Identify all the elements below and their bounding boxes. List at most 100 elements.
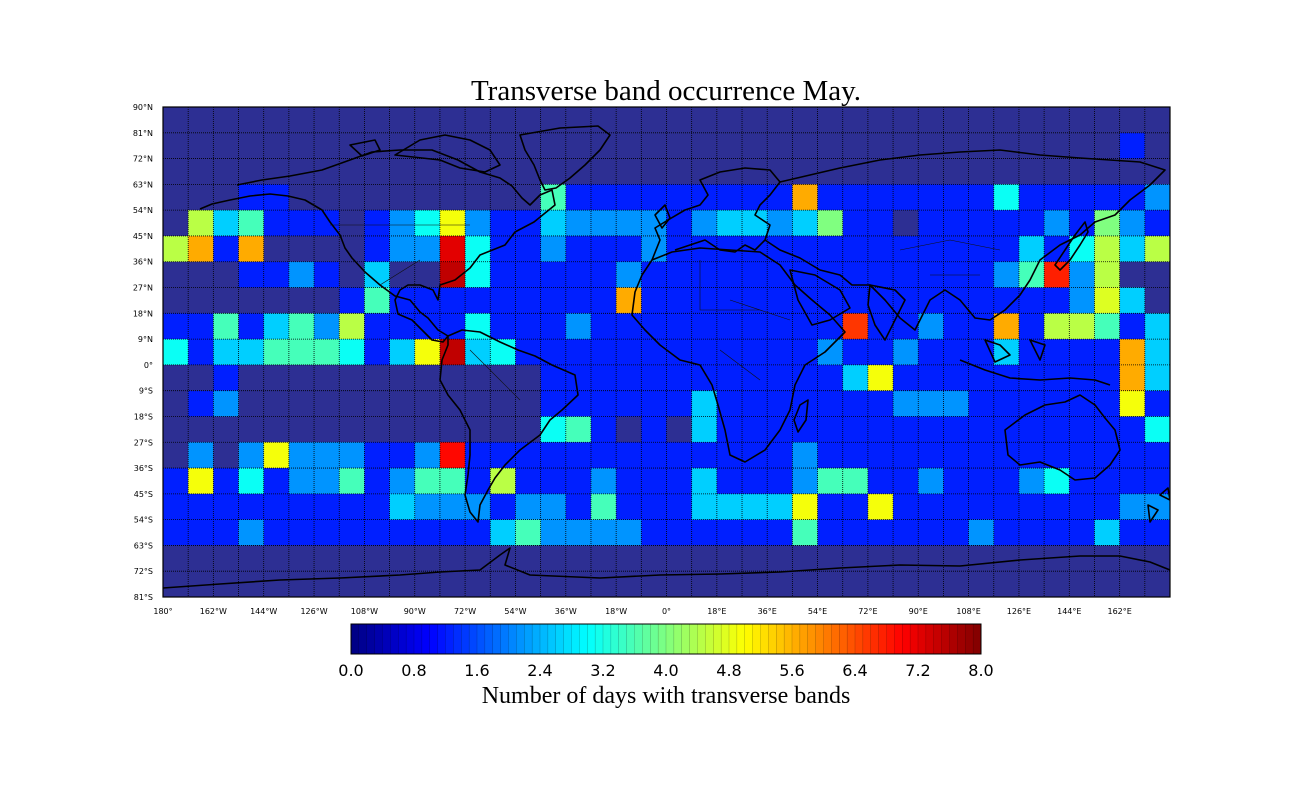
heatmap-cell xyxy=(691,442,718,469)
heatmap-cell xyxy=(691,261,718,289)
heatmap-cell xyxy=(767,132,793,160)
heatmap-cell xyxy=(767,313,793,340)
heatmap-cell xyxy=(238,287,265,314)
heatmap-cell xyxy=(1044,107,1070,134)
heatmap-cell xyxy=(465,184,491,211)
colorbar-segment xyxy=(579,623,588,655)
heatmap-cell xyxy=(1119,468,1146,495)
heatmap-cell xyxy=(716,210,743,237)
heatmap-cell xyxy=(565,313,592,340)
heatmap-cell xyxy=(288,261,315,289)
heatmap-cell xyxy=(590,313,617,340)
heatmap-cell xyxy=(364,493,391,521)
colorbar-segment xyxy=(626,623,636,655)
heatmap-cell xyxy=(1119,210,1146,237)
heatmap-cell xyxy=(943,571,970,597)
heatmap-cell xyxy=(213,313,240,340)
heatmap-cell xyxy=(968,442,995,469)
heatmap-cell xyxy=(616,210,642,237)
colorbar-segment xyxy=(642,623,651,655)
heatmap-cell xyxy=(918,107,944,134)
heatmap-cell xyxy=(893,107,919,134)
heatmap-cell xyxy=(288,132,315,160)
heatmap-cell xyxy=(188,545,214,572)
latitude-tick-label: 36°N xyxy=(133,258,153,267)
heatmap-cell xyxy=(314,235,340,263)
heatmap-cell xyxy=(1144,468,1170,495)
heatmap-cell xyxy=(314,571,340,597)
heatmap-cell xyxy=(339,519,365,546)
heatmap-cell xyxy=(1119,571,1146,597)
longitude-tick-label: 162°W xyxy=(200,607,227,616)
heatmap-cell xyxy=(339,442,365,469)
colorbar-segment xyxy=(461,623,470,655)
colorbar-segment xyxy=(878,623,888,655)
heatmap-cell xyxy=(842,107,869,134)
heatmap-cell xyxy=(439,519,466,546)
heatmap-cell xyxy=(565,468,592,495)
colorbar-tick-label: 1.6 xyxy=(464,661,489,680)
heatmap-cell xyxy=(288,545,315,572)
heatmap-cell xyxy=(641,313,667,340)
colorbar-segment xyxy=(563,623,573,655)
heatmap-cell xyxy=(716,313,743,340)
heatmap-cell xyxy=(263,132,290,160)
heatmap-cell xyxy=(943,442,970,469)
heatmap-cell xyxy=(742,364,768,392)
heatmap-cell xyxy=(1144,313,1170,340)
heatmap-cell xyxy=(188,287,214,314)
heatmap-cell xyxy=(565,261,592,289)
heatmap-cell xyxy=(1044,313,1070,340)
heatmap-cell xyxy=(1069,390,1095,417)
heatmap-cell xyxy=(590,468,617,495)
heatmap-cell xyxy=(439,339,466,366)
heatmap-cell xyxy=(213,132,240,160)
latitude-tick-label: 9°S xyxy=(139,387,153,396)
heatmap-cell xyxy=(288,468,315,495)
heatmap-cell xyxy=(867,416,894,443)
heatmap-cell xyxy=(1018,158,1045,185)
colorbar-tick-label: 8.0 xyxy=(968,661,993,680)
grid-lines xyxy=(163,107,1170,597)
coastline-arctic-islands xyxy=(349,134,501,173)
heatmap-cell xyxy=(993,261,1020,289)
heatmap-cell xyxy=(364,442,391,469)
heatmap-cell xyxy=(742,519,768,546)
heatmap-cell xyxy=(515,235,542,263)
heatmap-cell xyxy=(213,107,240,134)
colorbar-segment xyxy=(673,623,683,655)
heatmap-cell xyxy=(867,287,894,314)
colorbar-segment xyxy=(807,623,817,655)
heatmap-cell xyxy=(1144,287,1170,314)
heatmap-cell xyxy=(1094,235,1121,263)
heatmap-cell xyxy=(1069,468,1095,495)
heatmap-cell xyxy=(918,339,944,366)
heatmap-cell xyxy=(590,107,617,134)
heatmap-cell xyxy=(968,416,995,443)
heatmap-cell xyxy=(842,442,869,469)
heatmap-cell xyxy=(817,313,844,340)
heatmap-cell xyxy=(364,519,391,546)
colorbar-segment xyxy=(350,623,360,655)
heatmap-cell xyxy=(1119,364,1146,392)
heatmap-cell xyxy=(918,519,944,546)
longitude-tick-label: 144°E xyxy=(1057,607,1081,616)
heatmap-cell xyxy=(817,519,844,546)
heatmap-cell xyxy=(616,132,642,160)
heatmap-cell xyxy=(767,442,793,469)
heatmap-cell xyxy=(389,107,416,134)
heatmap-cell xyxy=(616,287,642,314)
heatmap-cell xyxy=(540,519,567,546)
heatmap-cell xyxy=(943,184,970,211)
heatmap-cell xyxy=(163,287,189,314)
heatmap-cell xyxy=(1094,107,1121,134)
heatmap-cell xyxy=(339,313,365,340)
heatmap-cell xyxy=(1144,416,1170,443)
heatmap-cell xyxy=(439,184,466,211)
heatmap-cell xyxy=(490,287,516,314)
heatmap-cell xyxy=(314,468,340,495)
heatmap-cell xyxy=(590,210,617,237)
latitude-tick-label: 18°S xyxy=(134,412,153,421)
heatmap-cell xyxy=(1094,261,1121,289)
heatmap-cell xyxy=(515,210,542,237)
